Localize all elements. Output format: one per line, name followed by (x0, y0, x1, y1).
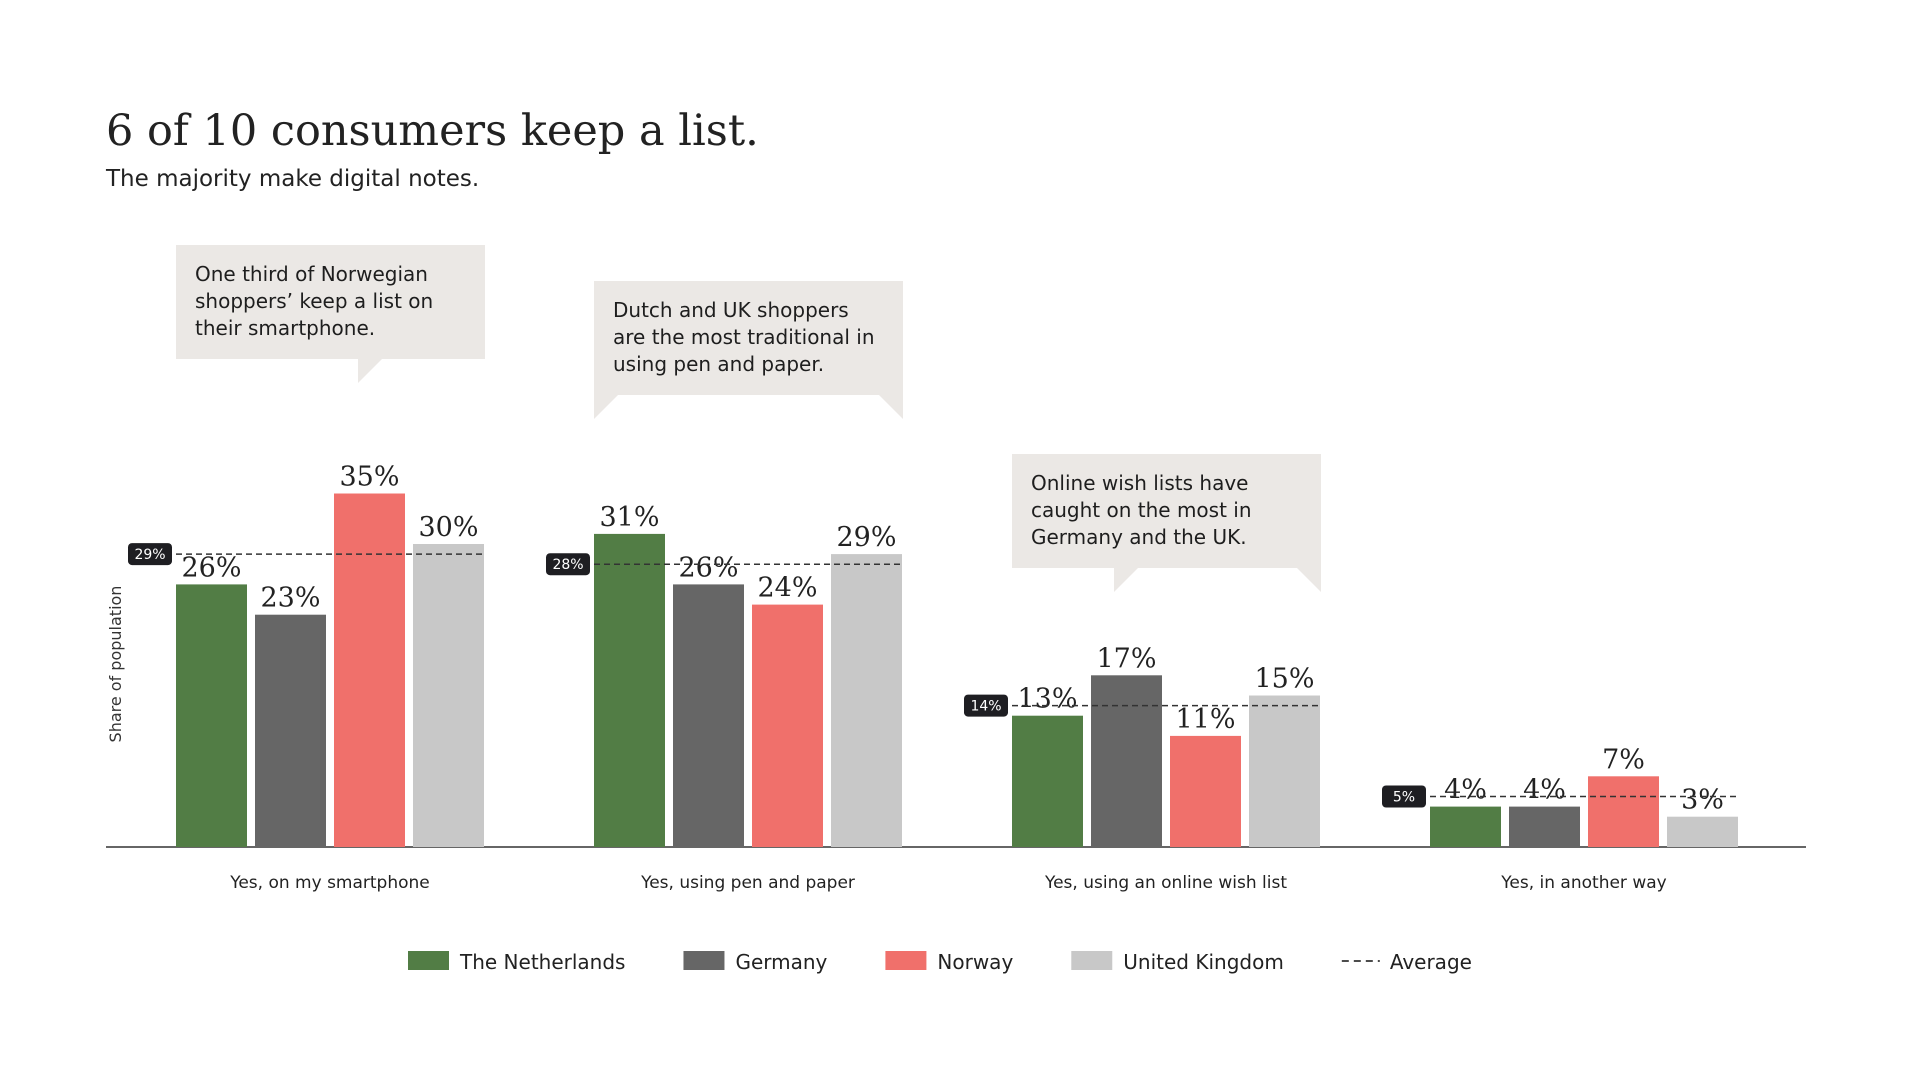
value-label-norway-yes-using-an-online-wish-list: 11% (1175, 704, 1235, 735)
legend-label-norway: Norway (937, 950, 1013, 974)
category-label-yes-on-my-smartphone: Yes, on my smartphone (229, 873, 430, 893)
value-label-united-kingdom-yes-in-another-way: 3% (1681, 785, 1724, 816)
value-label-germany-yes-using-an-online-wish-list: 17% (1096, 643, 1156, 674)
bar-united-kingdom-yes-using-an-online-wish-list (1249, 695, 1320, 847)
bar-united-kingdom-yes-in-another-way (1667, 816, 1738, 847)
callout-pen-paper-text: Dutch and UK shoppers are the most tradi… (613, 298, 875, 376)
legend-label-germany: Germany (735, 950, 827, 974)
value-label-united-kingdom-yes-on-my-smartphone: 30% (418, 512, 478, 543)
average-badge-yes-using-pen-and-paper (546, 553, 590, 576)
callout-smartphone-text: One third of Norwegian shoppers’ keep a … (195, 262, 434, 340)
callout-smartphone: One third of Norwegian shoppers’ keep a … (176, 245, 485, 383)
value-label-the-netherlands-yes-using-pen-and-paper: 31% (599, 502, 659, 533)
callout-tail (1297, 568, 1321, 592)
average-badge-yes-in-another-way (1382, 785, 1426, 808)
bar-norway-yes-on-my-smartphone (334, 493, 405, 847)
legend-swatch-germany (683, 951, 725, 970)
bar-germany-yes-in-another-way (1509, 806, 1580, 847)
callout-tail (358, 359, 382, 383)
average-badge-label-yes-in-another-way: 5% (1393, 790, 1415, 806)
value-label-germany-yes-using-pen-and-paper: 26% (678, 552, 738, 583)
value-label-united-kingdom-yes-using-an-online-wish-list: 15% (1254, 664, 1314, 695)
y-axis-label: Share of population (106, 586, 125, 743)
legend-swatch-the-netherlands (408, 951, 449, 970)
value-label-norway-yes-in-another-way: 7% (1602, 744, 1645, 775)
value-label-norway-yes-using-pen-and-paper: 24% (757, 573, 817, 604)
callout-wish-list: Online wish lists have caught on the mos… (1012, 454, 1321, 592)
legend-label-the-netherlands: The Netherlands (459, 950, 625, 974)
bar-the-netherlands-yes-using-pen-and-paper (594, 533, 665, 847)
chart-subtitle: The majority make digital notes. (106, 166, 480, 192)
average-badge-label-yes-using-an-online-wish-list: 14% (970, 699, 1001, 715)
bar-the-netherlands-yes-using-an-online-wish-list (1012, 715, 1083, 847)
callout-pen-paper: Dutch and UK shoppers are the most tradi… (594, 281, 903, 419)
callout-tail (879, 395, 903, 419)
value-label-norway-yes-on-my-smartphone: 35% (339, 462, 399, 493)
bar-germany-yes-using-pen-and-paper (673, 584, 744, 847)
bar-the-netherlands-yes-on-my-smartphone (176, 584, 247, 847)
bar-germany-yes-using-an-online-wish-list (1091, 675, 1162, 847)
value-label-the-netherlands-yes-in-another-way: 4% (1444, 775, 1487, 806)
legend-swatch-united-kingdom (1071, 951, 1113, 970)
category-label-yes-in-another-way: Yes, in another way (1500, 873, 1666, 893)
category-label-yes-using-pen-and-paper: Yes, using pen and paper (640, 873, 855, 893)
callout-tail (1114, 568, 1138, 592)
value-label-the-netherlands-yes-on-my-smartphone: 26% (181, 552, 241, 583)
value-label-united-kingdom-yes-using-pen-and-paper: 29% (836, 522, 896, 553)
bar-norway-yes-using-an-online-wish-list (1170, 735, 1241, 847)
value-label-germany-yes-in-another-way: 4% (1523, 775, 1566, 806)
bar-norway-yes-using-pen-and-paper (752, 604, 823, 847)
bar-germany-yes-on-my-smartphone (255, 614, 326, 847)
callout-wish-list-text: Online wish lists have caught on the mos… (1031, 471, 1252, 549)
average-badge-yes-on-my-smartphone (128, 543, 172, 566)
bar-united-kingdom-yes-on-my-smartphone (413, 544, 484, 847)
bar-united-kingdom-yes-using-pen-and-paper (831, 554, 902, 847)
legend-label-united-kingdom: United Kingdom (1123, 950, 1284, 974)
callout-tail (594, 395, 618, 419)
average-badge-yes-using-an-online-wish-list (964, 694, 1008, 717)
bar-norway-yes-in-another-way (1588, 776, 1659, 847)
category-label-yes-using-an-online-wish-list: Yes, using an online wish list (1044, 873, 1287, 893)
legend-label-average: Average (1390, 950, 1472, 974)
average-badge-label-yes-on-my-smartphone: 29% (134, 547, 165, 563)
bar-the-netherlands-yes-in-another-way (1430, 806, 1501, 847)
average-badge-label-yes-using-pen-and-paper: 28% (552, 557, 583, 573)
legend-swatch-norway (885, 951, 927, 970)
value-label-the-netherlands-yes-using-an-online-wish-list: 13% (1017, 684, 1077, 715)
chart-title: 6 of 10 consumers keep a list. (106, 106, 759, 156)
value-label-germany-yes-on-my-smartphone: 23% (260, 583, 320, 614)
